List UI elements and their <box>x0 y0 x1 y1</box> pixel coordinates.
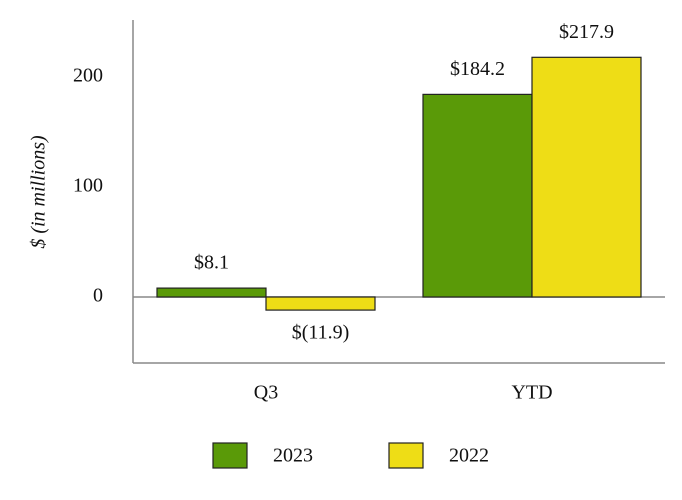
y-tick-label: 200 <box>73 65 103 87</box>
value-label: $(11.9) <box>292 322 350 344</box>
y-axis-label: $ (in millions) <box>28 135 50 249</box>
legend-label: 2022 <box>449 445 489 467</box>
value-label: $217.9 <box>559 21 614 43</box>
x-tick-label: YTD <box>511 382 552 404</box>
bar <box>265 296 376 311</box>
bar <box>156 287 267 298</box>
value-label: $184.2 <box>450 58 505 80</box>
x-tick-label: Q3 <box>254 382 278 404</box>
value-label: $8.1 <box>194 252 229 274</box>
y-tick-label: 100 <box>73 175 103 197</box>
bar <box>531 56 642 298</box>
bar <box>422 93 533 298</box>
legend-swatch <box>212 442 248 469</box>
y-tick-label: 0 <box>93 285 103 307</box>
legend-label: 2023 <box>273 445 313 467</box>
legend-swatch <box>388 442 424 469</box>
